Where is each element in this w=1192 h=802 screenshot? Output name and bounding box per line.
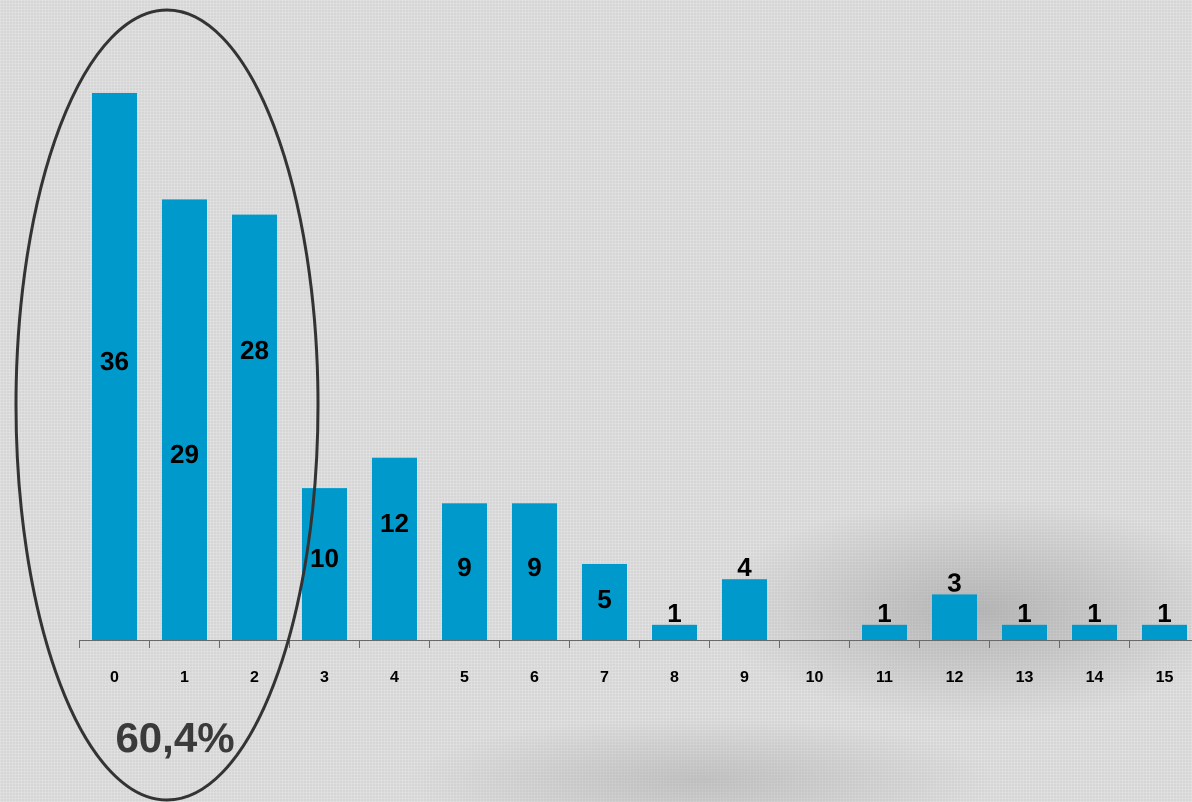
data-label-4: 12 — [380, 508, 409, 538]
x-tick-label-6: 6 — [530, 669, 539, 686]
x-tick-label-10: 10 — [806, 669, 824, 686]
bar-0 — [92, 93, 137, 640]
x-axis — [79, 640, 1192, 648]
x-tick-label-9: 9 — [740, 669, 749, 686]
bar-1 — [162, 199, 207, 640]
x-tick-label-14: 14 — [1086, 669, 1104, 686]
bar-8 — [652, 624, 697, 640]
x-tick-label-2: 2 — [250, 669, 259, 686]
bar-13 — [1002, 624, 1047, 640]
x-tick-labels-group: 0 1 2 3 4 5 6 7 8 9 10 11 12 13 14 15 — [110, 669, 1173, 686]
data-label-0: 36 — [100, 346, 129, 376]
bar-4 — [372, 457, 417, 640]
x-tick-label-5: 5 — [460, 669, 469, 686]
percentage-annotation: 60,4% — [115, 714, 234, 761]
bar-7 — [582, 564, 627, 640]
x-tick-label-4: 4 — [390, 669, 399, 686]
data-label-8: 1 — [667, 598, 681, 628]
data-label-2: 28 — [240, 335, 269, 365]
bar-15 — [1142, 624, 1187, 640]
x-tick-label-12: 12 — [946, 669, 964, 686]
data-label-12: 3 — [947, 567, 961, 597]
bar-2 — [232, 214, 277, 640]
bar-5 — [442, 503, 487, 641]
x-tick-label-13: 13 — [1016, 669, 1034, 686]
data-labels-group: 36 29 28 10 12 9 9 5 1 4 1 3 1 1 1 — [100, 335, 1172, 628]
highlight-ellipse — [14, 8, 320, 802]
data-label-14: 1 — [1087, 598, 1101, 628]
data-label-1: 29 — [170, 439, 199, 469]
bar-14 — [1072, 624, 1117, 640]
data-label-6: 9 — [527, 552, 541, 582]
x-tick-label-0: 0 — [110, 669, 119, 686]
x-tick-label-15: 15 — [1156, 669, 1174, 686]
x-tick-label-7: 7 — [600, 669, 609, 686]
bar-3 — [302, 488, 347, 640]
x-tick-label-1: 1 — [180, 669, 189, 686]
data-label-3: 10 — [310, 543, 339, 573]
bar-11 — [862, 624, 907, 640]
bar-12 — [932, 594, 977, 640]
data-label-7: 5 — [597, 584, 611, 614]
data-label-9: 4 — [737, 552, 752, 582]
data-label-5: 9 — [457, 552, 471, 582]
data-label-11: 1 — [877, 598, 891, 628]
data-label-15: 1 — [1157, 598, 1171, 628]
x-tick-label-8: 8 — [670, 669, 679, 686]
bars-group — [92, 93, 1187, 641]
bar-6 — [512, 503, 557, 641]
data-label-13: 1 — [1017, 598, 1031, 628]
x-tick-label-3: 3 — [320, 669, 329, 686]
bar-9 — [722, 579, 767, 640]
x-tick-label-11: 11 — [876, 669, 893, 686]
